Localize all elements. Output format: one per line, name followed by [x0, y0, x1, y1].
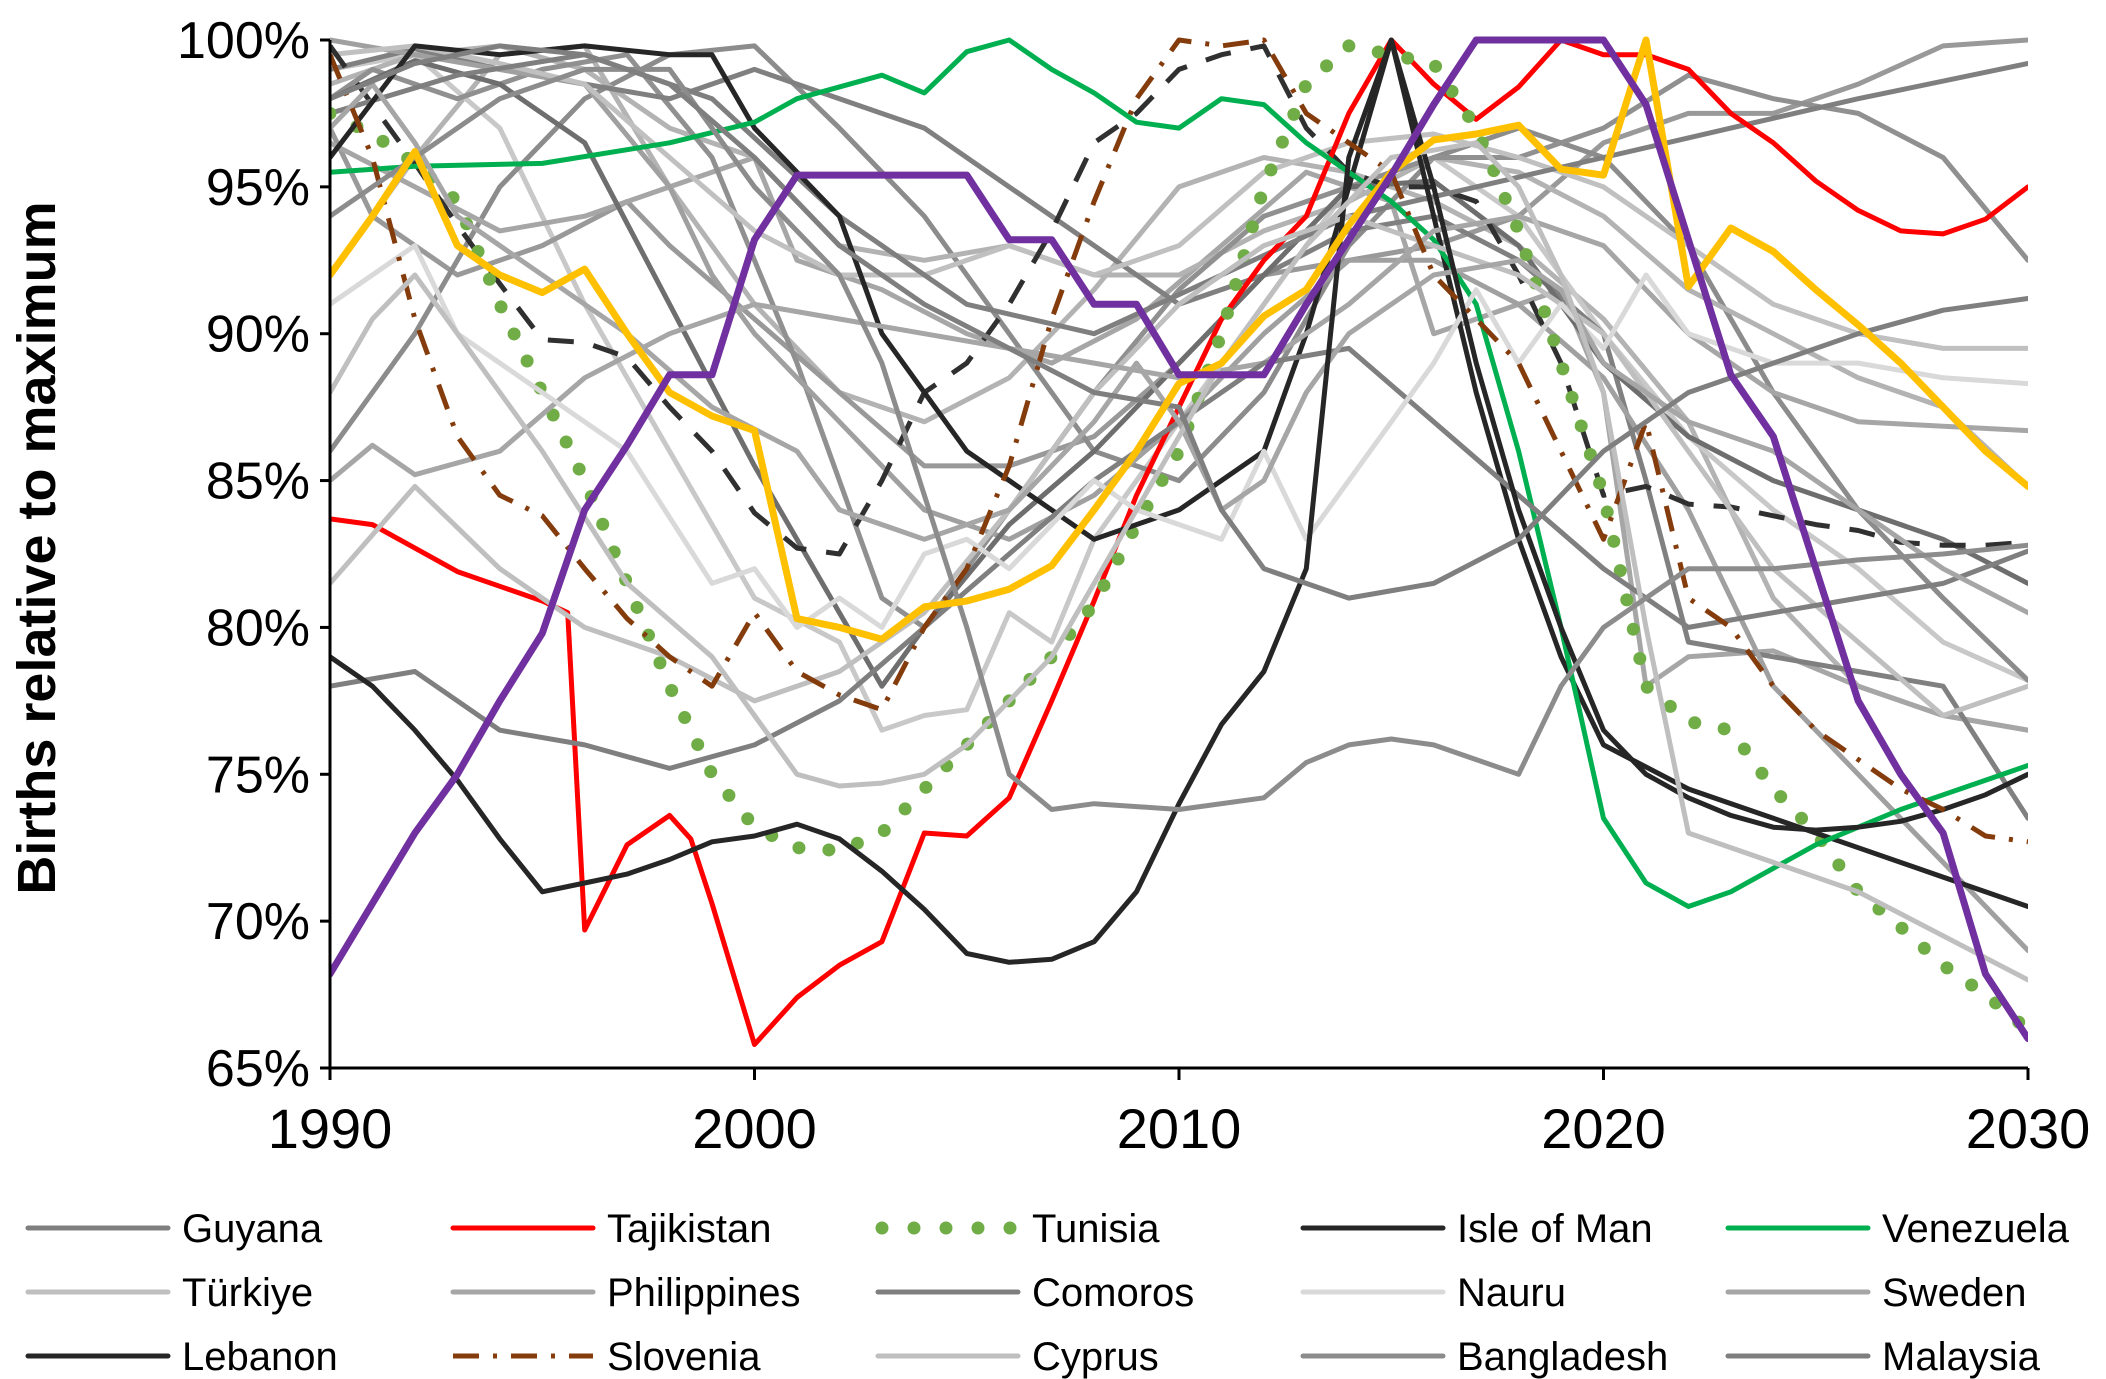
series-line-unlabeled-19 [330, 140, 2028, 733]
series-line-malaysia [330, 43, 2028, 601]
series-line-unlabeled-26 [330, 43, 2028, 557]
legend-label: Bangladesh [1457, 1335, 1668, 1379]
y-tick-label: 95% [206, 159, 310, 217]
series-line-venezuela [330, 37, 2028, 909]
y-tick-label: 90% [206, 306, 310, 364]
legend-item-sweden: Sweden [1725, 1271, 2027, 1315]
series-line-t-rkiye [330, 213, 2028, 718]
legend: Guyana Tajikistan Tunisia Isle of Man Venezu… [25, 1207, 2070, 1379]
legend-label: Slovenia [607, 1335, 761, 1379]
legend-label: Guyana [182, 1207, 323, 1251]
legend-item-lebanon: Lebanon [25, 1335, 338, 1379]
legend-item-tunisia: Tunisia [875, 1207, 1160, 1251]
series-line-philippines [330, 213, 2028, 484]
series-line-isle-of-man [330, 37, 2028, 909]
legend-label: Comoros [1032, 1271, 1194, 1315]
legend-item-philippines: Philippines [450, 1271, 800, 1315]
series-line-nauru [330, 243, 2028, 630]
series-line-cyprus [330, 140, 2028, 983]
series-line-unlabeled-24 [330, 43, 2028, 351]
y-axis-title: Births relative to maximum [7, 201, 67, 894]
x-tick-label: 2000 [692, 1097, 817, 1160]
legend-item-nauru: Nauru [1300, 1271, 1566, 1315]
series-line-unlabeled-27 [330, 36, 2028, 643]
y-tick-label: 80% [206, 599, 310, 657]
y-tick-label: 70% [206, 893, 310, 951]
series-line-unlabeled-22 [330, 46, 2028, 821]
legend-label: Isle of Man [1457, 1207, 1653, 1251]
legend-item-venezuela: Venezuela [1725, 1207, 2070, 1251]
legend-item-tajikistan: Tajikistan [450, 1207, 772, 1251]
x-tick-label: 2030 [1966, 1097, 2091, 1160]
series-line-bangladesh [330, 66, 2028, 812]
x-tick-label: 1990 [268, 1097, 393, 1160]
legend-item-bangladesh: Bangladesh [1300, 1335, 1668, 1379]
y-tick-label: 85% [206, 453, 310, 511]
series-line-unlabeled-25 [330, 58, 2028, 689]
x-tick-label: 2010 [1117, 1097, 1242, 1160]
legend-item-cyprus: Cyprus [875, 1335, 1159, 1379]
legend-item-malaysia: Malaysia [1725, 1335, 2041, 1379]
series-line-lebanon [330, 37, 2028, 965]
legend-label: Sweden [1882, 1271, 2027, 1315]
legend-label: Lebanon [182, 1335, 338, 1379]
legend-label: Tajikistan [607, 1207, 772, 1251]
series-line-unlabeled-18 [330, 43, 2028, 683]
series-line-sweden [330, 81, 2028, 616]
legend-item-isle-of-man: Isle of Man [1300, 1207, 1653, 1251]
series-line-unlabeled-15 [330, 43, 2028, 733]
legend-item-t-rkiye: Türkiye [25, 1271, 313, 1315]
series-layer [330, 36, 2028, 1047]
series-line-tajikistan [330, 37, 2028, 1047]
legend-label: Venezuela [1882, 1207, 2070, 1251]
legend-label: Tunisia [1032, 1207, 1160, 1251]
legend-label: Malaysia [1882, 1335, 2041, 1379]
series-line-slovenia [330, 37, 2028, 845]
y-tick-label: 65% [206, 1040, 310, 1098]
legend-label: Philippines [607, 1271, 800, 1315]
legend-label: Nauru [1457, 1271, 1566, 1315]
series-line-unlabeled-23 [330, 37, 2028, 953]
legend-item-comoros: Comoros [875, 1271, 1194, 1315]
series-line-tunisia [330, 39, 2028, 1037]
legend-item-guyana: Guyana [25, 1207, 323, 1251]
series-line-unlabeled-28 [330, 36, 2028, 1043]
x-tick-label: 2020 [1541, 1097, 1666, 1160]
legend-item-slovenia: Slovenia [453, 1335, 761, 1379]
legend-label: Cyprus [1032, 1335, 1159, 1379]
ticks-layer: 65% 70% 75% 80% 85% 90% 95% 100% 1990 2000 2010 202… [177, 12, 2090, 1160]
y-tick-label: 75% [206, 746, 310, 804]
series-line-unlabeled-16 [330, 52, 2028, 733]
legend-label: Türkiye [182, 1271, 313, 1315]
y-tick-label: 100% [177, 12, 310, 70]
